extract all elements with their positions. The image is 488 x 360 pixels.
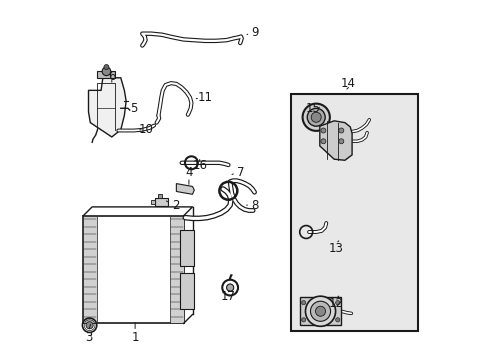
Circle shape <box>315 306 325 316</box>
Text: 1: 1 <box>131 331 139 344</box>
Bar <box>180 230 194 266</box>
Text: 17: 17 <box>221 290 235 303</box>
Circle shape <box>102 67 110 76</box>
Text: 3: 3 <box>84 331 92 344</box>
Circle shape <box>301 318 305 322</box>
Text: 10: 10 <box>138 123 153 136</box>
Bar <box>151 200 155 204</box>
Text: 5: 5 <box>129 102 137 115</box>
Text: 15: 15 <box>305 102 320 115</box>
Text: 11: 11 <box>197 91 212 104</box>
Bar <box>83 216 183 323</box>
Bar <box>300 297 341 325</box>
Text: 6: 6 <box>108 69 115 82</box>
Circle shape <box>310 301 330 321</box>
Bar <box>180 273 194 309</box>
Text: 8: 8 <box>251 199 259 212</box>
Circle shape <box>226 284 233 291</box>
Text: 7: 7 <box>237 166 244 179</box>
Bar <box>83 216 97 323</box>
Text: 12: 12 <box>328 297 343 310</box>
Polygon shape <box>176 184 194 194</box>
Text: 16: 16 <box>192 159 207 172</box>
Circle shape <box>338 139 343 144</box>
Bar <box>158 194 162 198</box>
Text: 4: 4 <box>185 166 192 179</box>
Polygon shape <box>319 121 351 160</box>
Circle shape <box>305 296 335 326</box>
Text: 14: 14 <box>340 77 355 90</box>
Text: 9: 9 <box>251 27 259 40</box>
Circle shape <box>306 108 325 126</box>
Bar <box>155 198 168 206</box>
Circle shape <box>301 301 305 305</box>
Circle shape <box>335 318 339 322</box>
Bar <box>97 71 115 78</box>
Circle shape <box>86 321 93 329</box>
Bar <box>169 216 183 323</box>
Circle shape <box>320 139 325 144</box>
Circle shape <box>104 64 109 69</box>
Circle shape <box>320 128 325 133</box>
Circle shape <box>338 128 343 133</box>
Polygon shape <box>88 78 126 137</box>
Circle shape <box>302 104 329 131</box>
Circle shape <box>310 112 321 122</box>
Text: 2: 2 <box>172 199 180 212</box>
Circle shape <box>335 301 339 305</box>
Bar <box>290 94 418 330</box>
Text: 13: 13 <box>328 242 343 255</box>
